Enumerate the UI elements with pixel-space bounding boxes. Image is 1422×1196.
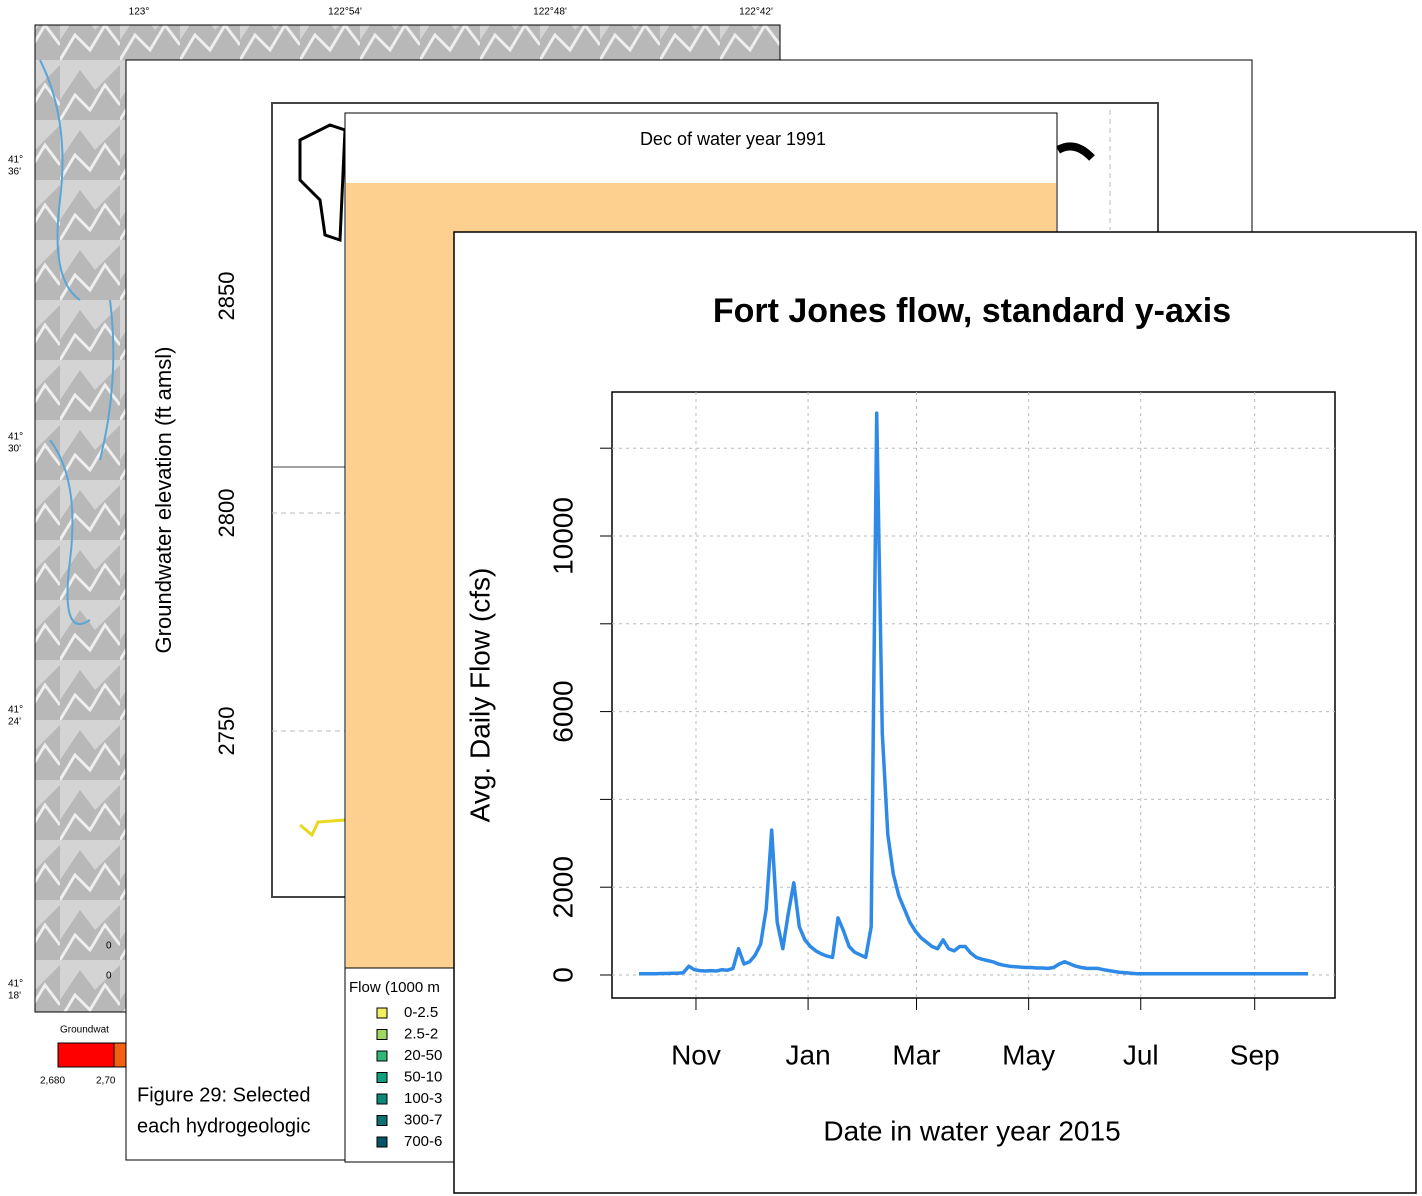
lon-label: 122°54' [328, 7, 362, 18]
legend-label: 0-2.5 [404, 1004, 438, 1021]
scale-label: 0 [106, 941, 112, 952]
x-tick-label: Jul [1123, 1039, 1159, 1070]
y-tick-label: 0 [547, 967, 578, 983]
x-axis-label: Date in water year 2015 [823, 1115, 1120, 1146]
legend-swatch [377, 1137, 387, 1147]
lat-label: 41° [8, 155, 23, 166]
legend-swatch [377, 1051, 387, 1061]
legend-swatch [377, 1008, 387, 1018]
legend-swatch [377, 1116, 387, 1126]
y-tick-label: 2800 [214, 489, 239, 538]
lat-label: 18' [8, 991, 21, 1002]
legend-label: 300-7 [404, 1111, 442, 1128]
scale-label: 0 [106, 971, 112, 982]
legend-swatch [377, 1094, 387, 1104]
x-tick-label: Mar [892, 1039, 940, 1070]
legend-label: 100-3 [404, 1090, 442, 1107]
y-tick-label: 2000 [547, 856, 578, 918]
y-tick-label: 2850 [214, 272, 239, 321]
lat-label: 30' [8, 444, 21, 455]
lat-label: 24' [8, 717, 21, 728]
lat-label: 36' [8, 167, 21, 178]
x-tick-label: May [1002, 1039, 1055, 1070]
caption: each hydrogeologic [137, 1115, 310, 1137]
y-tick-label: 10000 [547, 497, 578, 575]
colorbar-swatch [58, 1043, 114, 1067]
legend-label: 20-50 [404, 1047, 442, 1064]
chart-panel: Fort Jones flow, standard y-axis Date in… [454, 232, 1416, 1193]
legend-label: 700-6 [404, 1133, 442, 1150]
legend-label: 50-10 [404, 1068, 442, 1085]
x-tick-label: Sep [1230, 1039, 1280, 1070]
lat-label: 41° [8, 979, 23, 990]
colorbar-label: 2,680 [40, 1076, 65, 1087]
lat-label: 41° [8, 432, 23, 443]
lon-label: 122°42' [739, 7, 773, 18]
lat-label: 41° [8, 705, 23, 716]
x-tick-label: Nov [671, 1039, 721, 1070]
screen: 123° 122°54' 122°48' 122°42' 41° 36' 41°… [0, 0, 1422, 1196]
y-axis-label: Groundwater elevation (ft amsl) [151, 347, 176, 654]
caption: Figure 29: Selected [137, 1084, 310, 1106]
y-tick-label: 2750 [214, 707, 239, 756]
y-axis-label: Avg. Daily Flow (cfs) [464, 568, 495, 823]
x-tick-label: Jan [786, 1039, 831, 1070]
legend-label: 2.5-2 [404, 1025, 438, 1042]
y-tick-label: 6000 [547, 680, 578, 742]
legend-swatch [377, 1073, 387, 1083]
panel-title: Dec of water year 1991 [640, 129, 826, 149]
lon-label: 122°48' [533, 7, 567, 18]
colorbar-title: Groundwat [60, 1025, 109, 1036]
legend-title: Flow (1000 m [349, 979, 440, 996]
legend-swatch [377, 1030, 387, 1040]
chart-title: Fort Jones flow, standard y-axis [713, 292, 1231, 330]
lon-label: 123° [129, 7, 150, 18]
colorbar-label: 2,70 [96, 1076, 116, 1087]
